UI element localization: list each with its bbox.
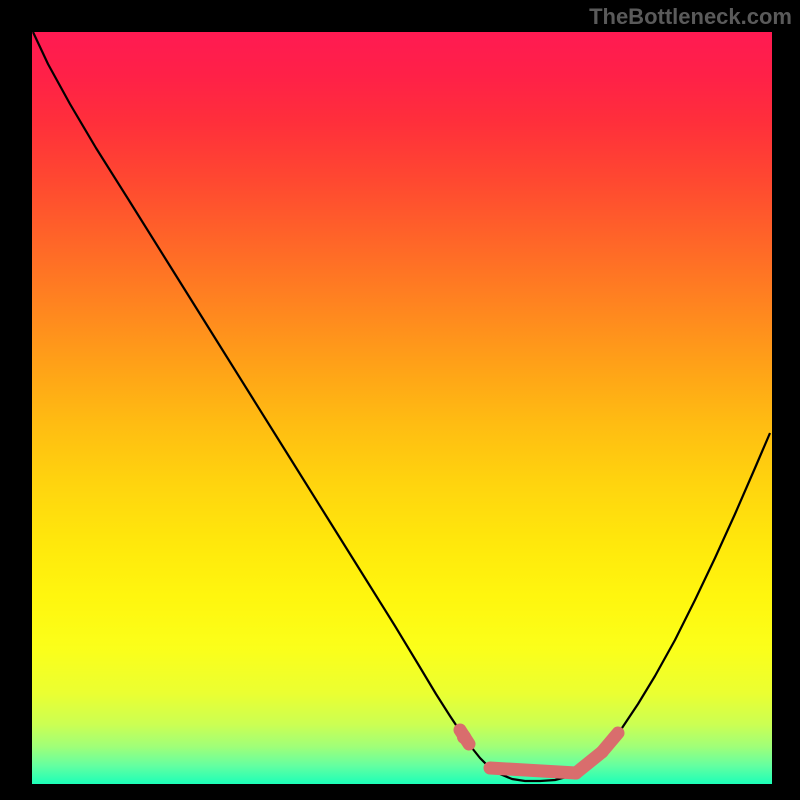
curve-layer (32, 32, 772, 784)
highlight-segment (490, 768, 576, 773)
attribution-text: TheBottleneck.com (589, 4, 792, 30)
bottleneck-curve (33, 32, 770, 781)
highlight-group (457, 730, 618, 773)
highlight-dot (457, 730, 471, 744)
chart-container: TheBottleneck.com (0, 0, 800, 800)
highlight-segment (602, 733, 618, 752)
plot-area (32, 32, 772, 784)
